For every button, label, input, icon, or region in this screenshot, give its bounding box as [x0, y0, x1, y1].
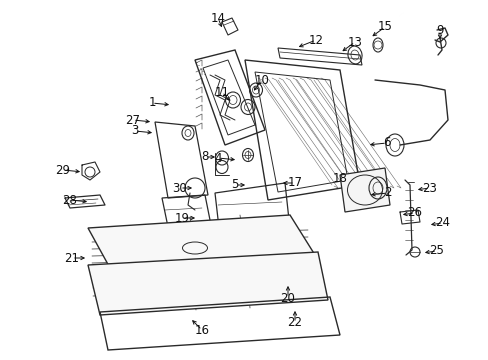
Text: 9: 9	[435, 23, 443, 36]
Text: 6: 6	[383, 136, 390, 149]
Text: 26: 26	[407, 207, 422, 220]
Text: 21: 21	[64, 252, 80, 265]
Text: 17: 17	[287, 176, 302, 189]
Polygon shape	[88, 215, 314, 268]
Text: 8: 8	[201, 150, 208, 163]
Text: 23: 23	[422, 181, 437, 194]
Text: 22: 22	[287, 316, 302, 329]
Text: 11: 11	[214, 85, 229, 99]
Text: 30: 30	[172, 181, 187, 194]
Text: 20: 20	[280, 292, 295, 305]
Text: 1: 1	[148, 96, 156, 109]
Text: 16: 16	[194, 324, 209, 337]
Text: 28: 28	[62, 194, 77, 207]
Text: 4: 4	[214, 152, 221, 165]
Polygon shape	[339, 168, 389, 212]
Text: 15: 15	[377, 21, 392, 33]
Text: 25: 25	[428, 244, 444, 257]
Text: 18: 18	[332, 171, 347, 184]
Text: 10: 10	[254, 73, 269, 86]
Text: 12: 12	[308, 33, 323, 46]
Text: 19: 19	[174, 211, 189, 225]
Polygon shape	[88, 252, 327, 315]
Text: 3: 3	[131, 125, 139, 138]
Text: 27: 27	[125, 113, 140, 126]
Text: 5: 5	[231, 179, 238, 192]
Text: 14: 14	[210, 12, 225, 24]
Text: 29: 29	[55, 163, 70, 176]
Text: 24: 24	[435, 216, 449, 230]
Text: 13: 13	[347, 36, 362, 49]
Text: 2: 2	[384, 186, 391, 199]
